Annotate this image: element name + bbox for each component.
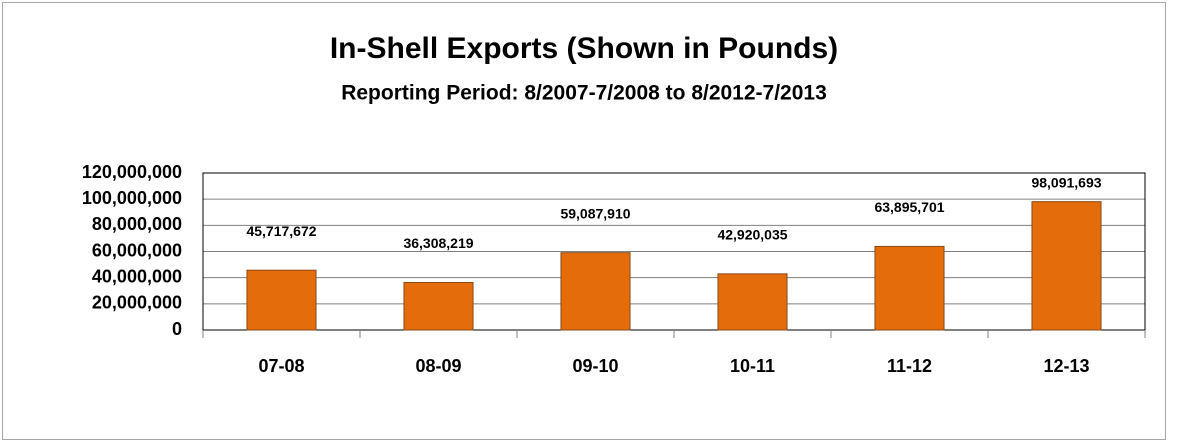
chart-title: In-Shell Exports (Shown in Pounds) xyxy=(330,32,838,65)
y-tick-label: 20,000,000 xyxy=(92,293,182,313)
y-tick-label: 120,000,000 xyxy=(82,162,182,182)
x-tick-label: 07-08 xyxy=(258,356,304,376)
bar xyxy=(1031,201,1102,331)
x-tick-label: 12-13 xyxy=(1043,356,1089,376)
chart-border xyxy=(2,2,1166,440)
bar xyxy=(874,245,945,331)
y-tick-label: 60,000,000 xyxy=(92,240,182,260)
value-label: 59,087,910 xyxy=(560,205,630,221)
value-label: 42,920,035 xyxy=(717,227,787,243)
y-tick-label: 80,000,000 xyxy=(92,214,182,234)
x-tick-label: 11-12 xyxy=(887,356,932,376)
value-label: 36,308,219 xyxy=(403,235,473,251)
x-tick-label: 08-09 xyxy=(415,356,461,376)
bar xyxy=(717,273,788,331)
x-tick-label: 10-11 xyxy=(730,356,775,376)
value-label: 98,091,693 xyxy=(1031,175,1101,191)
y-tick-label: 40,000,000 xyxy=(92,266,182,286)
x-tick-label: 09-10 xyxy=(572,356,618,376)
value-label: 45,717,672 xyxy=(246,223,316,239)
y-tick-label: 100,000,000 xyxy=(82,188,182,208)
value-label: 63,895,701 xyxy=(874,199,944,215)
bar xyxy=(246,269,317,331)
bar xyxy=(403,281,474,331)
chart-subtitle: Reporting Period: 8/2007-7/2008 to 8/201… xyxy=(341,82,827,105)
y-tick-label: 0 xyxy=(172,319,182,339)
bar xyxy=(560,252,631,331)
